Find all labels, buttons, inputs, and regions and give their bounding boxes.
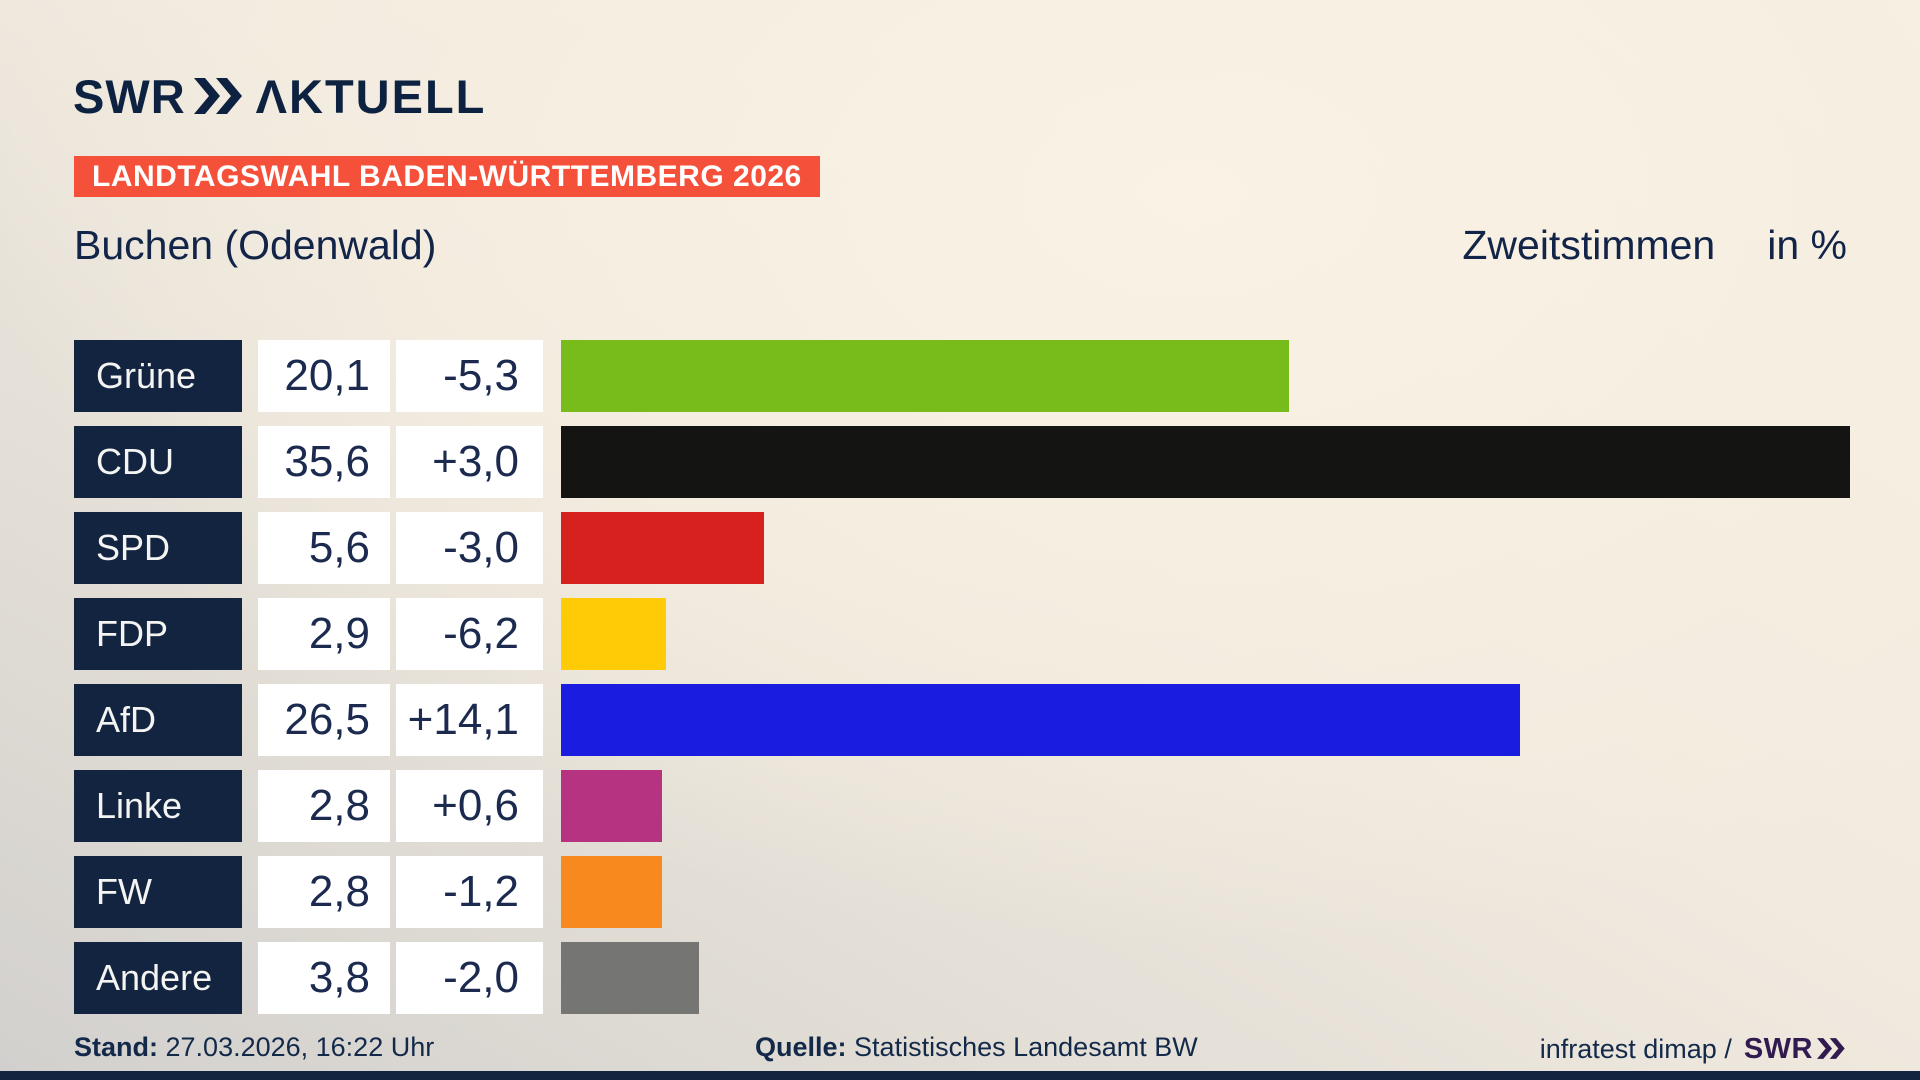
party-label: FDP bbox=[74, 598, 242, 670]
stand-label: Stand: bbox=[74, 1032, 158, 1062]
party-change: -5,3 bbox=[396, 340, 543, 412]
party-change: +3,0 bbox=[396, 426, 543, 498]
party-row: Grüne 20,1 -5,3 bbox=[74, 340, 1850, 412]
party-row: Linke 2,8 +0,6 bbox=[74, 770, 1850, 842]
credit-swr-logo: SWR bbox=[1744, 1032, 1847, 1067]
stand-text: Stand: 27.03.2026, 16:22 Uhr bbox=[74, 1032, 434, 1063]
unit-label: in % bbox=[1767, 222, 1847, 268]
credit-source: infratest dimap / bbox=[1539, 1034, 1732, 1064]
party-change: +14,1 bbox=[396, 684, 543, 756]
bottom-bar bbox=[0, 1071, 1920, 1080]
party-row: CDU 35,6 +3,0 bbox=[74, 426, 1850, 498]
party-value: 20,1 bbox=[258, 340, 390, 412]
credit-swr-text: SWR bbox=[1743, 1033, 1813, 1065]
swr-logo-text: SWR bbox=[73, 70, 186, 123]
party-label: Linke bbox=[74, 770, 242, 842]
stand-value: 27.03.2026, 16:22 Uhr bbox=[165, 1032, 435, 1062]
quelle-label: Quelle: bbox=[755, 1032, 847, 1062]
party-row: Andere 3,8 -2,0 bbox=[74, 942, 1850, 1014]
party-bar bbox=[561, 684, 1520, 756]
credit-text: infratest dimap / SWR bbox=[1540, 1032, 1847, 1067]
party-change: -2,0 bbox=[396, 942, 543, 1014]
party-row: FDP 2,9 -6,2 bbox=[74, 598, 1850, 670]
quelle-text: Quelle: Statistisches Landesamt BW bbox=[755, 1032, 1198, 1063]
party-label: FW bbox=[74, 856, 242, 928]
chart-rows: Grüne 20,1 -5,3 CDU 35,6 +3,0 SPD 5,6 -3… bbox=[74, 340, 1850, 1028]
party-change: -1,2 bbox=[396, 856, 543, 928]
party-label: Andere bbox=[74, 942, 242, 1014]
party-row: FW 2,8 -1,2 bbox=[74, 856, 1850, 928]
quelle-value: Statistisches Landesamt BW bbox=[854, 1032, 1198, 1062]
party-bar bbox=[561, 512, 764, 584]
party-label: CDU bbox=[74, 426, 242, 498]
vote-type-title: Zweitstimmen in % bbox=[1462, 222, 1847, 269]
party-value: 2,8 bbox=[258, 856, 390, 928]
party-label: AfD bbox=[74, 684, 242, 756]
party-row: SPD 5,6 -3,0 bbox=[74, 512, 1850, 584]
party-value: 26,5 bbox=[258, 684, 390, 756]
aktuell-logo-text: ΛKTUELL bbox=[255, 70, 487, 123]
party-bar bbox=[561, 426, 1850, 498]
party-value: 5,6 bbox=[258, 512, 390, 584]
party-bar bbox=[561, 598, 666, 670]
party-label: SPD bbox=[74, 512, 242, 584]
party-change: +0,6 bbox=[396, 770, 543, 842]
party-value: 2,8 bbox=[258, 770, 390, 842]
party-value: 2,9 bbox=[258, 598, 390, 670]
party-change: -3,0 bbox=[396, 512, 543, 584]
party-label: Grüne bbox=[74, 340, 242, 412]
vote-type-label: Zweitstimmen bbox=[1462, 222, 1716, 268]
region-title: Buchen (Odenwald) bbox=[74, 222, 437, 268]
party-row: AfD 26,5 +14,1 bbox=[74, 684, 1850, 756]
swr-chevrons-icon bbox=[193, 70, 246, 125]
party-bar bbox=[561, 942, 699, 1014]
credit-swr-chevrons-icon bbox=[1817, 1034, 1847, 1067]
party-bar bbox=[561, 770, 662, 842]
footer: Stand: 27.03.2026, 16:22 Uhr Quelle: Sta… bbox=[0, 1032, 1920, 1072]
election-badge: LANDTAGSWAHL BADEN-WÜRTTEMBERG 2026 bbox=[74, 156, 820, 197]
party-bar bbox=[561, 856, 662, 928]
party-change: -6,2 bbox=[396, 598, 543, 670]
party-bar bbox=[561, 340, 1289, 412]
party-value: 35,6 bbox=[258, 426, 390, 498]
party-value: 3,8 bbox=[258, 942, 390, 1014]
swr-aktuell-logo: SWR ΛKTUELL bbox=[73, 68, 486, 125]
